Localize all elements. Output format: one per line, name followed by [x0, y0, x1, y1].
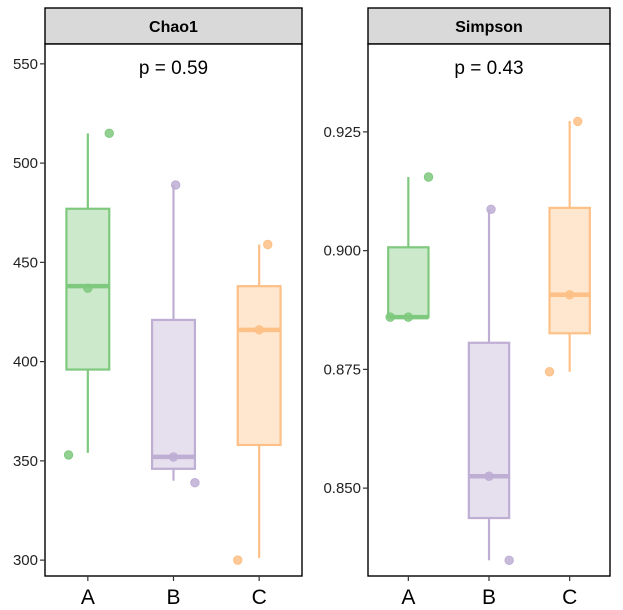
- y-tick-label: 400: [13, 354, 38, 371]
- box-body: [150, 318, 197, 470]
- data-point: [254, 325, 264, 335]
- box-c: [236, 244, 282, 559]
- box-c: [548, 120, 591, 372]
- data-point: [573, 116, 583, 127]
- y-tick-label: 500: [13, 155, 38, 172]
- data-point: [486, 204, 496, 215]
- x-tick-label: C: [252, 586, 267, 609]
- y-tick-label: 300: [13, 552, 38, 569]
- data-point: [484, 471, 494, 481]
- y-tick-label: 450: [13, 254, 38, 271]
- data-point: [190, 478, 200, 488]
- box-body: [387, 246, 430, 319]
- strip-label: Simpson: [455, 19, 523, 36]
- data-point: [385, 312, 395, 322]
- data-point: [63, 450, 74, 460]
- strip-label: Chao1: [149, 19, 198, 36]
- data-point: [504, 555, 514, 566]
- data-point: [423, 172, 434, 182]
- x-tick-label: B: [482, 586, 496, 609]
- panel-chao1: Chao1 p = 0.59 300 350 400 450 500 550 A B C: [13, 7, 303, 609]
- y-tick-label: 0.900: [323, 243, 361, 260]
- y-tick-label: 0.850: [323, 480, 361, 497]
- x-tick-label: A: [81, 586, 95, 609]
- data-point: [168, 452, 179, 462]
- box-b: [150, 184, 197, 481]
- data-point: [233, 555, 243, 565]
- y-tick-label: 550: [13, 56, 38, 73]
- box-body: [236, 285, 282, 447]
- data-point: [83, 283, 93, 293]
- x-tick-label: B: [166, 586, 180, 609]
- x-tick-label: A: [401, 586, 415, 609]
- strip-header: [367, 7, 611, 45]
- data-point: [403, 312, 414, 322]
- data-point: [170, 180, 181, 190]
- strip-header: [44, 7, 303, 45]
- x-tick-label: C: [562, 586, 577, 609]
- box-body: [467, 341, 511, 520]
- data-point: [564, 290, 575, 300]
- data-point: [544, 367, 555, 377]
- box-body: [548, 206, 591, 335]
- y-tick-label: 0.925: [323, 124, 361, 141]
- y-tick-label: 350: [13, 453, 38, 470]
- box-b: [467, 209, 511, 561]
- y-tick-label: 0.875: [323, 361, 361, 378]
- panel-simpson: Simpson p = 0.43 0.850 0.875 0.900 0.925 A B C: [323, 7, 611, 609]
- p-value-label: p = 0.43: [454, 58, 523, 79]
- p-value-label: p = 0.59: [139, 58, 208, 79]
- data-point: [104, 128, 114, 139]
- data-point: [263, 239, 273, 250]
